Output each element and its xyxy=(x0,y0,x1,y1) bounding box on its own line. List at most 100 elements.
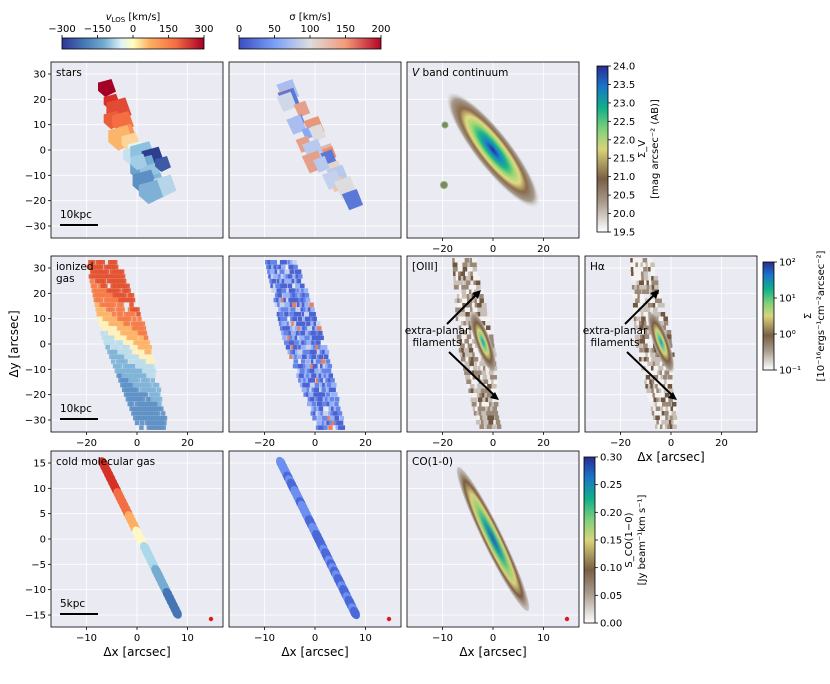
spaxel xyxy=(458,276,463,281)
xtick-label: 10 xyxy=(181,633,194,644)
colorbar-sigma-bar xyxy=(238,37,382,50)
spaxel xyxy=(133,340,138,345)
colorbar-label-units: [mag arcsec⁻² (AB)] xyxy=(650,99,661,199)
spaxel xyxy=(154,420,160,426)
spaxel xyxy=(333,392,338,397)
spaxel xyxy=(282,335,287,341)
spaxel xyxy=(144,349,149,355)
spaxel xyxy=(305,330,311,336)
voronoi-bin xyxy=(98,79,116,97)
spaxel xyxy=(495,420,501,425)
spaxel xyxy=(458,271,463,276)
spaxel xyxy=(146,354,151,359)
panel-label: ionized xyxy=(56,261,94,273)
spaxel xyxy=(460,276,466,281)
spaxel xyxy=(280,316,285,322)
spaxel xyxy=(122,349,127,355)
spaxel xyxy=(100,283,106,289)
spaxel xyxy=(476,393,482,398)
spaxel xyxy=(130,297,136,303)
spaxel xyxy=(131,373,136,378)
spaxel xyxy=(294,311,299,317)
spaxel xyxy=(479,307,485,312)
panel-content xyxy=(265,260,346,430)
spaxel xyxy=(651,276,656,281)
spaxel xyxy=(470,397,476,402)
spaxel xyxy=(633,267,638,272)
spaxel xyxy=(643,357,649,362)
spaxel xyxy=(131,354,136,359)
xtick-label: 10 xyxy=(359,633,372,644)
panel-r1-c1: −20 0 20 xyxy=(228,255,402,449)
spaxel xyxy=(277,293,282,298)
spaxel xyxy=(302,382,307,388)
spaxel xyxy=(100,260,106,265)
spaxel xyxy=(142,415,148,421)
ytick-label: 30 xyxy=(33,70,46,81)
spaxel xyxy=(287,349,293,355)
spaxel xyxy=(470,375,475,380)
spaxel xyxy=(278,288,284,293)
spaxel xyxy=(477,307,482,312)
spaxel xyxy=(121,354,126,359)
spaxel xyxy=(102,293,108,298)
spaxel xyxy=(117,368,122,374)
spaxel xyxy=(634,285,639,290)
spaxel xyxy=(105,293,110,298)
spaxel xyxy=(661,379,667,384)
spaxel xyxy=(656,397,661,402)
spaxel xyxy=(483,420,488,425)
spaxel xyxy=(92,293,98,298)
xtick-label: 0 xyxy=(490,438,496,449)
spaxel xyxy=(107,260,113,265)
panel-label: cold molecular gas xyxy=(56,456,155,468)
spaxel xyxy=(99,288,104,293)
spaxel xyxy=(486,330,491,335)
xtick-label: 20 xyxy=(537,244,550,255)
ytick-label: −20 xyxy=(25,196,46,207)
spaxel xyxy=(310,363,315,369)
spaxel xyxy=(478,388,483,393)
colorbar-sigma_v: 24.023.523.022.522.021.521.020.520.019.5… xyxy=(596,62,661,239)
spaxel xyxy=(95,269,100,274)
spaxel xyxy=(303,378,308,383)
spaxel xyxy=(296,321,301,326)
spaxel xyxy=(120,345,125,350)
spaxel xyxy=(276,264,281,270)
spaxel xyxy=(464,294,469,299)
spaxel xyxy=(130,307,135,312)
spaxel xyxy=(473,280,478,285)
spaxel xyxy=(304,326,310,331)
spaxel xyxy=(657,361,662,366)
spaxel xyxy=(643,375,648,380)
spaxel xyxy=(126,392,131,397)
spaxel xyxy=(643,343,648,348)
spaxel xyxy=(646,379,652,384)
spaxel xyxy=(96,311,102,317)
spaxel xyxy=(145,359,151,364)
spaxel xyxy=(129,401,135,407)
spaxel xyxy=(149,425,154,430)
y-axis-label: Δy [arcsec] xyxy=(7,310,21,377)
spaxel xyxy=(110,345,115,350)
spaxel xyxy=(306,335,312,341)
spaxel xyxy=(320,397,325,402)
spaxel xyxy=(100,269,105,274)
spaxel xyxy=(286,321,291,326)
spaxel xyxy=(99,278,105,284)
spaxel xyxy=(297,368,302,374)
spaxel xyxy=(462,352,467,357)
spaxel xyxy=(144,382,150,388)
spaxel xyxy=(318,425,323,430)
spaxel xyxy=(482,406,488,411)
spaxel xyxy=(145,415,150,421)
spaxel xyxy=(493,402,499,407)
spaxel xyxy=(142,382,147,388)
spaxel xyxy=(292,260,297,265)
spaxel xyxy=(144,368,149,374)
spaxel xyxy=(647,352,653,357)
spaxel xyxy=(480,406,485,411)
spaxel xyxy=(91,274,96,279)
spaxel xyxy=(308,311,314,317)
spaxel xyxy=(119,349,125,355)
